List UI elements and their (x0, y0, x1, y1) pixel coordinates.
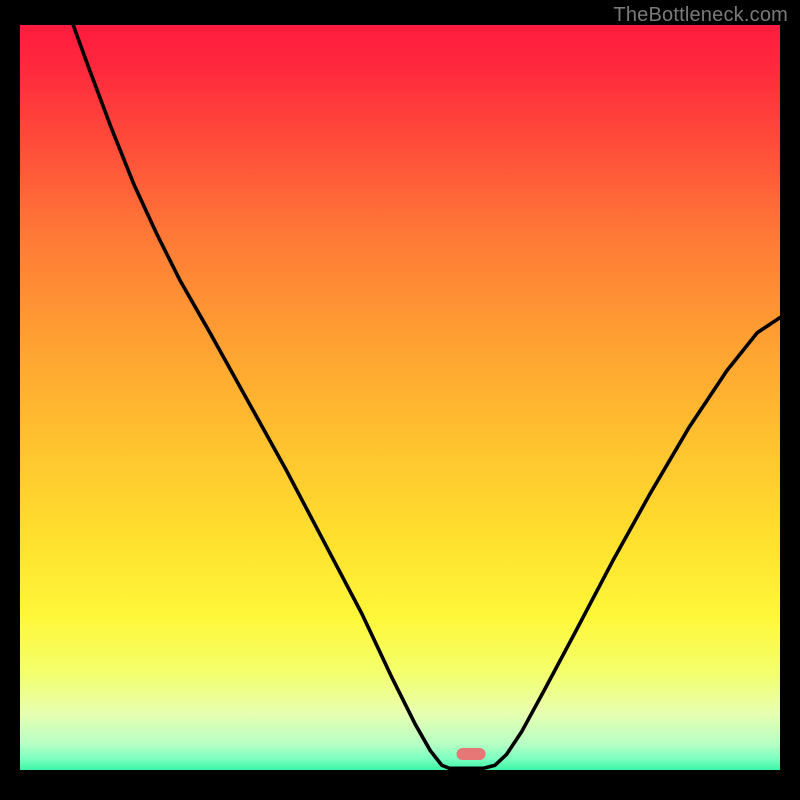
chart-frame: TheBottleneck.com (0, 0, 800, 800)
optimal-marker (456, 748, 485, 760)
bottleneck-curve (20, 25, 780, 770)
attribution-text: TheBottleneck.com (613, 4, 788, 27)
curve-path (73, 25, 780, 768)
plot-area (20, 25, 780, 770)
